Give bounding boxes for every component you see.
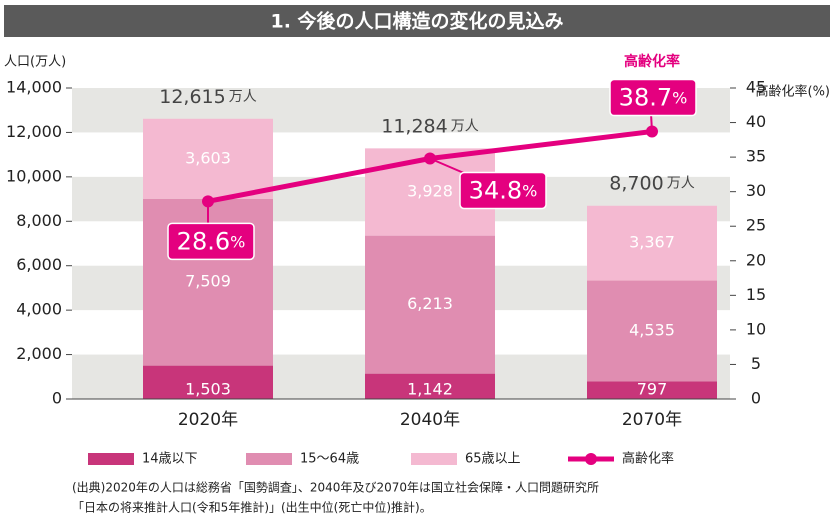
source-note: (出典)2020年の人口は総務省「国勢調査」、2040年及び2070年は国立社会… (72, 480, 599, 495)
bar-label: 797 (637, 380, 668, 399)
callout-box (459, 171, 547, 210)
line-label: 高齢化率 (624, 53, 680, 70)
y2-tick-label: 30 (746, 181, 766, 200)
bar-segment (365, 373, 495, 399)
y2-tick-label: 25 (746, 216, 766, 235)
total-value: 11,284 (381, 115, 447, 137)
legend-label: 65歳以上 (465, 452, 521, 467)
callout-box (609, 78, 697, 117)
bar-segment (143, 365, 273, 399)
rate-label: 28.6% (177, 227, 246, 255)
total-unit: 万人 (229, 89, 257, 105)
legend-swatch (88, 453, 134, 465)
x-tick-label: 2040年 (400, 410, 460, 430)
y2-tick-label: 0 (751, 389, 761, 408)
bar-label: 3,928 (407, 181, 453, 200)
bar-segment (587, 381, 717, 399)
callout-box (167, 222, 255, 261)
y-axis-label: 人口(万人) (4, 55, 66, 70)
legend-swatch (585, 453, 597, 465)
y-tick-label: 0 (52, 389, 62, 408)
rate-unit: % (230, 232, 245, 251)
legend-label: 15〜64歳 (300, 452, 359, 467)
rate-point (424, 152, 436, 165)
y2-tick-label: 5 (751, 354, 761, 373)
y-tick-label: 12,000 (6, 122, 62, 141)
total-value: 12,615 (159, 85, 225, 107)
y2-tick-label: 35 (746, 147, 766, 166)
bar-segment (587, 280, 717, 382)
y-tick-label: 6,000 (16, 255, 62, 274)
y2-axis-label: 高齢化率(%) (756, 84, 831, 100)
bar-label: 1,503 (185, 380, 231, 399)
bar-segment (365, 235, 495, 374)
y-tick-label: 2,000 (16, 344, 62, 363)
rate-point (646, 125, 658, 138)
rate-label: 38.7% (619, 84, 688, 112)
bar-label: 3,603 (185, 148, 231, 167)
bar-label: 6,213 (407, 294, 453, 313)
rate-unit: % (672, 88, 687, 107)
rate-value: 28.6 (177, 227, 230, 255)
y-tick-label: 4,000 (16, 300, 62, 319)
bar-label: 4,535 (629, 320, 675, 339)
y-tick-label: 14,000 (6, 78, 62, 97)
legend-swatch (411, 453, 457, 465)
chart-title: 1. 今後の人口構造の変化の見込み (270, 10, 563, 33)
total-label: 11,284 万人 (381, 115, 478, 137)
source-note: 「日本の将来推計人口(令和5年推計)」(出生中位(死亡中位)推計)。 (72, 500, 432, 515)
rate-unit: % (522, 181, 537, 200)
y2-tick-label: 15 (746, 285, 766, 304)
total-label: 12,615 万人 (159, 85, 256, 107)
total-unit: 万人 (451, 118, 479, 134)
y2-tick-label: 10 (746, 319, 766, 338)
bar-label: 7,509 (185, 272, 231, 291)
bar-label: 1,142 (407, 380, 453, 399)
legend-label: 14歳以下 (142, 452, 198, 467)
legend-swatch (246, 453, 292, 465)
bar-label: 3,367 (629, 233, 675, 252)
y-tick-label: 8,000 (16, 211, 62, 230)
total-label: 8,700 万人 (609, 172, 694, 194)
title-band (4, 5, 830, 37)
y2-tick-label: 40 (746, 112, 766, 131)
y-tick-label: 10,000 (6, 166, 62, 185)
bar-segment (143, 118, 273, 199)
x-tick-label: 2070年 (622, 410, 682, 430)
legend-label: 高齢化率 (622, 451, 674, 467)
rate-value: 34.8 (469, 176, 522, 204)
rate-value: 38.7 (619, 84, 672, 112)
total-value: 8,700 (609, 172, 663, 194)
rate-point (202, 195, 214, 208)
y2-tick-label: 20 (746, 250, 766, 269)
total-unit: 万人 (667, 176, 695, 192)
y2-tick-label: 45 (746, 78, 766, 97)
rate-label: 34.8% (469, 176, 538, 204)
plot: 0 2,000 4,000 6,000 8,000 10,000 12,000 14,000 0… (6, 78, 766, 467)
x-tick-label: 2020年 (178, 410, 238, 430)
bar-segment (587, 205, 717, 281)
